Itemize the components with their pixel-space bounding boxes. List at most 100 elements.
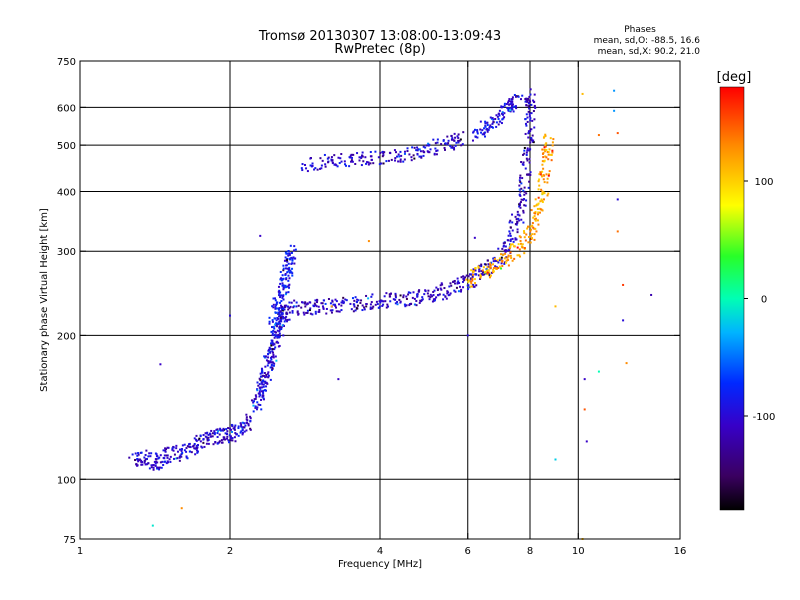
data-point (264, 376, 267, 379)
data-point (327, 161, 330, 164)
data-point (357, 299, 360, 302)
data-point (285, 304, 288, 307)
data-point (448, 285, 451, 288)
data-point (549, 137, 552, 140)
data-point (270, 358, 273, 361)
data-point (275, 322, 278, 325)
data-point (509, 103, 512, 106)
y-tick-label: 400 (57, 187, 76, 198)
data-point (484, 135, 487, 138)
data-point (309, 307, 312, 310)
data-point (279, 296, 282, 299)
data-point (394, 151, 397, 154)
y-axis: 75 100 200 300 400 500 600 750 (57, 57, 680, 546)
y-tick-label: 750 (57, 57, 76, 68)
data-point (261, 369, 264, 372)
data-point (487, 128, 490, 131)
data-point (491, 271, 494, 274)
data-point (458, 282, 461, 285)
data-point (330, 305, 333, 308)
data-point (468, 279, 471, 282)
data-point (269, 351, 272, 354)
data-point (502, 105, 505, 108)
data-point (213, 431, 216, 434)
data-point (303, 313, 306, 316)
data-point (220, 441, 223, 444)
data-point (297, 313, 300, 316)
data-point (150, 466, 153, 469)
data-point (165, 462, 168, 465)
data-point (284, 267, 287, 270)
data-point (470, 269, 473, 272)
data-point (271, 366, 274, 369)
data-point (380, 162, 383, 165)
data-point (546, 177, 549, 180)
data-point (453, 279, 456, 282)
data-point (163, 457, 166, 460)
data-point (270, 361, 273, 364)
data-point (384, 300, 387, 303)
data-point (539, 173, 542, 176)
data-point (529, 230, 532, 233)
data-point (164, 450, 167, 453)
data-point (522, 209, 525, 212)
data-point (469, 285, 472, 288)
data-point (266, 364, 269, 367)
data-point (274, 323, 277, 326)
data-point (413, 157, 416, 160)
data-point (528, 180, 531, 183)
data-point (137, 460, 140, 463)
data-point (287, 267, 290, 270)
data-point (370, 295, 373, 298)
data-point (286, 285, 289, 288)
data-point (324, 302, 327, 305)
data-point (500, 112, 503, 115)
data-point (436, 288, 439, 291)
data-point (386, 303, 389, 306)
data-point (154, 464, 157, 467)
data-point (157, 466, 160, 469)
data-point (203, 445, 206, 448)
data-point (483, 273, 486, 276)
data-point (288, 277, 291, 280)
data-point (517, 213, 520, 216)
data-point (523, 231, 526, 234)
data-point (511, 104, 514, 107)
chart-subtitle: RwPretec (8p) (334, 42, 425, 57)
data-point (541, 199, 544, 202)
data-point (259, 372, 262, 375)
data-point (597, 134, 600, 137)
data-point (524, 167, 527, 170)
data-point (533, 126, 536, 129)
data-point (264, 365, 267, 368)
data-point (352, 153, 355, 156)
data-point (270, 355, 273, 358)
colorbar (719, 86, 745, 511)
data-point (554, 458, 557, 461)
data-point (622, 319, 625, 322)
data-point (275, 331, 278, 334)
data-point (378, 305, 381, 308)
data-point (432, 298, 435, 301)
data-point (256, 401, 259, 404)
data-point (485, 268, 488, 271)
data-point (503, 116, 506, 119)
data-point (489, 276, 492, 279)
data-point (457, 133, 460, 136)
data-point (382, 162, 385, 165)
data-point (528, 99, 531, 102)
data-point (275, 319, 278, 322)
data-point (524, 100, 527, 103)
data-point (204, 432, 207, 435)
data-point (232, 427, 235, 430)
data-point (278, 344, 281, 347)
data-point (255, 395, 258, 398)
data-point (486, 269, 489, 272)
data-point (489, 116, 492, 119)
data-point (474, 273, 477, 276)
data-point (541, 163, 544, 166)
data-point (280, 326, 283, 329)
data-point (186, 457, 189, 460)
data-point (143, 456, 146, 459)
data-point (145, 463, 148, 466)
